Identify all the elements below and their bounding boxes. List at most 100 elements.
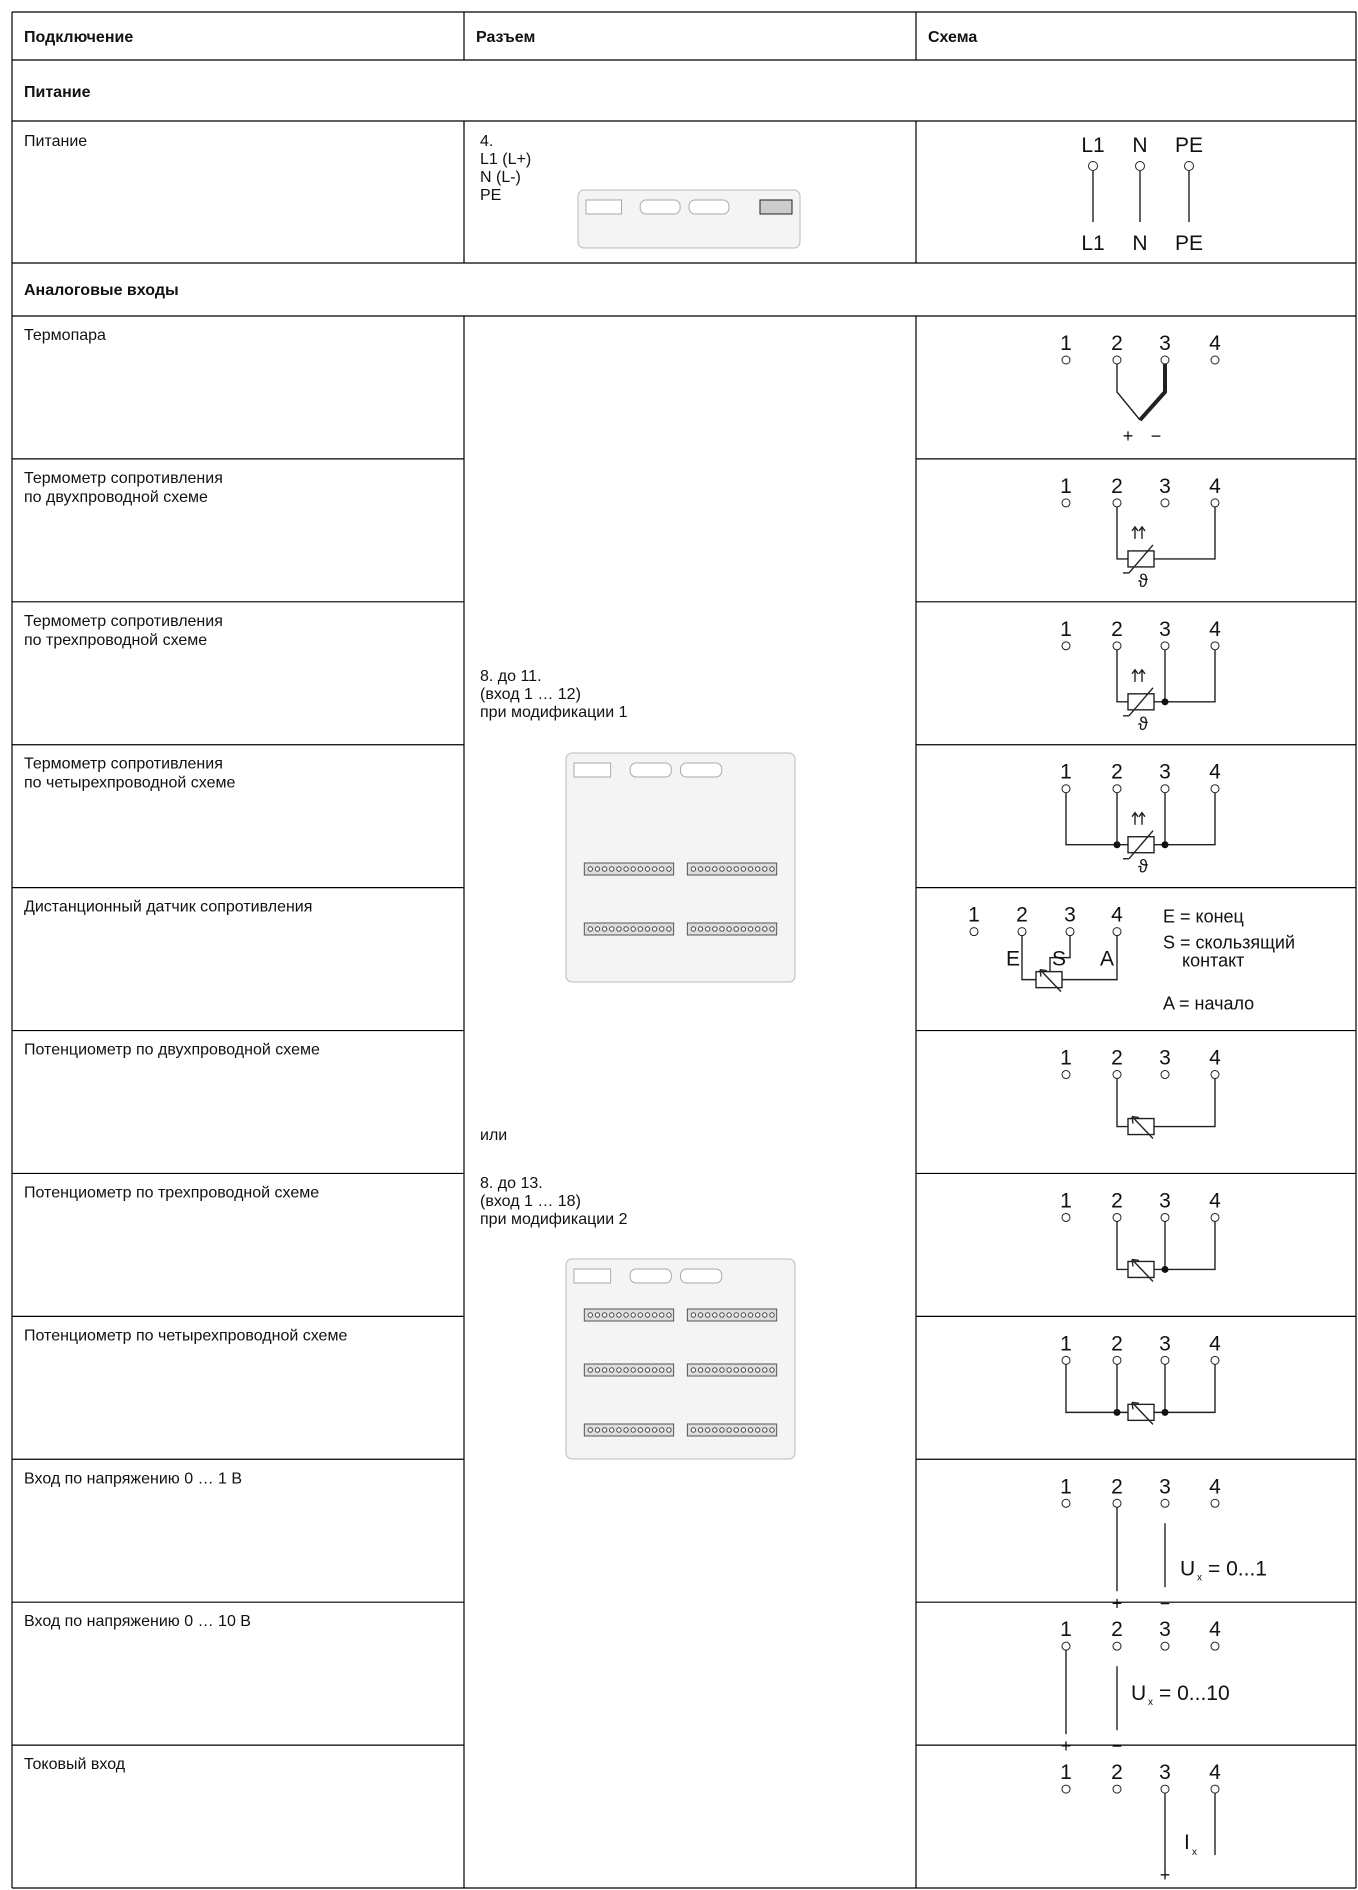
terminal-pin (587, 866, 594, 872)
power-plug (759, 199, 793, 215)
terminal-pin (754, 1367, 761, 1373)
terminal-pin (762, 926, 768, 932)
terminal-block (686, 1308, 778, 1322)
terminal-pin (637, 1367, 644, 1373)
terminal (1088, 161, 1098, 171)
terminal-number: 1 (1060, 1761, 1072, 1784)
connection-name: Потенциометр по четырехпроводной схеме (24, 1327, 347, 1344)
terminal-pin (666, 926, 672, 932)
terminal-pin (609, 926, 615, 932)
terminal-pin (601, 1367, 608, 1373)
terminal-pin (754, 866, 761, 872)
terminal-number: 3 (1159, 1189, 1171, 1212)
terminal-pin (769, 866, 775, 872)
terminal-pin (719, 866, 725, 872)
terminal-pin (712, 926, 718, 932)
column-header: Схема (928, 29, 977, 46)
terminal-pin (747, 1427, 754, 1433)
terminal-pin (769, 1367, 775, 1373)
terminal-number: 4 (1209, 761, 1221, 784)
connection-name: Потенциометр по трехпроводной схеме (24, 1184, 319, 1201)
terminal-number: 3 (1159, 332, 1171, 355)
connection-name: Термометр сопротивления (24, 613, 223, 630)
terminal-number: 1 (1060, 1475, 1072, 1498)
terminal-block (686, 922, 778, 936)
schema-label: ϑ (1138, 714, 1148, 734)
terminal-number: 4 (1209, 475, 1221, 498)
terminal (969, 927, 979, 937)
terminal-pin (769, 1427, 775, 1433)
wire (1154, 649, 1216, 703)
schema-label: x (1148, 1697, 1153, 1708)
terminal-pin (601, 1312, 608, 1318)
terminal-number: 2 (1111, 1332, 1123, 1355)
node (1161, 698, 1169, 706)
wire (1154, 792, 1216, 846)
terminal-number: 4 (1209, 1189, 1221, 1212)
schema-label: L1 (1081, 232, 1104, 255)
wire (1154, 1364, 1216, 1414)
terminal-number: 2 (1111, 1189, 1123, 1212)
device-plug (585, 199, 623, 215)
terminal-pin (697, 866, 704, 872)
terminal-pin (726, 1427, 732, 1433)
terminal-pin (762, 1367, 768, 1373)
terminal (1061, 784, 1071, 794)
terminal-block (686, 1423, 778, 1437)
schema-label: A = начало (1163, 994, 1254, 1014)
terminal-pin (712, 866, 718, 872)
terminal-pin (690, 1427, 697, 1433)
wire (1154, 1221, 1216, 1271)
terminal-pin (754, 1427, 761, 1433)
terminal-pin (726, 1367, 732, 1373)
terminal (1210, 1070, 1220, 1080)
device-port (629, 1268, 672, 1284)
terminal-pin (644, 1312, 651, 1318)
terminal-block (686, 862, 778, 876)
terminal-pin (659, 1427, 665, 1433)
terminal-pin (666, 1312, 672, 1318)
wire (1065, 1364, 1128, 1414)
schema-label: PE (1175, 134, 1203, 157)
wire (1138, 364, 1167, 422)
terminal-number: 4 (1209, 1047, 1221, 1070)
terminal-pin (651, 866, 658, 872)
terminal-pin (726, 866, 732, 872)
wire (1116, 1078, 1128, 1128)
connector-label: (вход 1 … 18) (480, 1193, 581, 1210)
schema-label: E = конец (1163, 907, 1244, 927)
terminal (1160, 1070, 1170, 1080)
connection-name: Термометр сопротивления (24, 470, 223, 487)
terminal-pin (740, 1312, 747, 1318)
schema: 1 2 3 4 + −U x = 0...1 (1060, 1475, 1267, 1613)
terminal-pin (733, 1427, 739, 1433)
terminal-pin (704, 1312, 711, 1318)
schema-label: x (1192, 1847, 1197, 1858)
wire (1116, 364, 1141, 421)
column-header: Подключение (24, 29, 133, 46)
terminal (1061, 1212, 1071, 1222)
terminal (1210, 498, 1220, 508)
terminal-pin (769, 1312, 775, 1318)
terminal (1112, 1498, 1122, 1508)
terminal-block (583, 1423, 675, 1437)
node (1161, 841, 1169, 849)
terminal (1160, 784, 1170, 794)
terminal (1112, 1070, 1122, 1080)
schema-label: N (1132, 134, 1147, 157)
terminal-pin (630, 1312, 636, 1318)
terminal (1210, 1641, 1220, 1651)
terminal-pin (690, 866, 697, 872)
terminal-pin (697, 1427, 704, 1433)
terminal-pin (733, 926, 739, 932)
connection-name: по четырехпроводной схеме (24, 775, 235, 792)
terminal-number: 2 (1111, 1761, 1123, 1784)
wire (1116, 1221, 1128, 1271)
terminal (1210, 1784, 1220, 1794)
terminal (1061, 355, 1071, 365)
terminal-pin (609, 1427, 615, 1433)
terminal-pin (587, 1312, 594, 1318)
terminal (1210, 641, 1220, 651)
terminal-pin (762, 866, 768, 872)
